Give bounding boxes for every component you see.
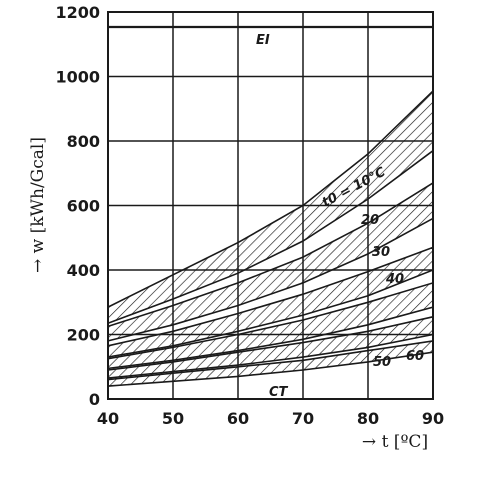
x-tick-60: 60 [227,409,249,428]
label-ei: EI [256,33,270,48]
y-tick-1200: 1200 [55,3,100,22]
y-tick-labels: 0 200 400 600 800 1000 1200 [55,3,100,409]
y-tick-400: 400 [67,261,100,280]
label-50: 50 [373,355,391,370]
y-tick-1000: 1000 [55,68,100,87]
y-tick-0: 0 [89,390,100,409]
x-tick-70: 70 [292,409,314,428]
label-60: 60 [406,349,424,364]
x-tick-labels: 40 50 60 70 80 90 [97,409,444,428]
y-tick-600: 600 [67,197,100,216]
x-axis-label: → t [ºC] [362,432,428,452]
plot-frame [107,11,434,400]
y-tick-200: 200 [67,326,100,345]
x-tick-90: 90 [422,409,444,428]
label-30: 30 [372,245,390,260]
label-ct: CT [269,385,289,400]
y-tick-800: 800 [67,132,100,151]
label-40: 40 [385,272,404,287]
y-axis-label: → w [kWh/Gcal] [28,137,48,273]
x-tick-50: 50 [162,409,184,428]
label-20: 20 [361,213,379,228]
x-tick-40: 40 [97,409,119,428]
hatched-bands [107,89,434,387]
x-tick-80: 80 [357,409,379,428]
